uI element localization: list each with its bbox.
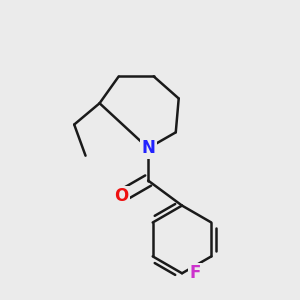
Text: N: N	[141, 139, 155, 157]
Text: F: F	[189, 264, 201, 282]
Text: O: O	[114, 187, 128, 205]
